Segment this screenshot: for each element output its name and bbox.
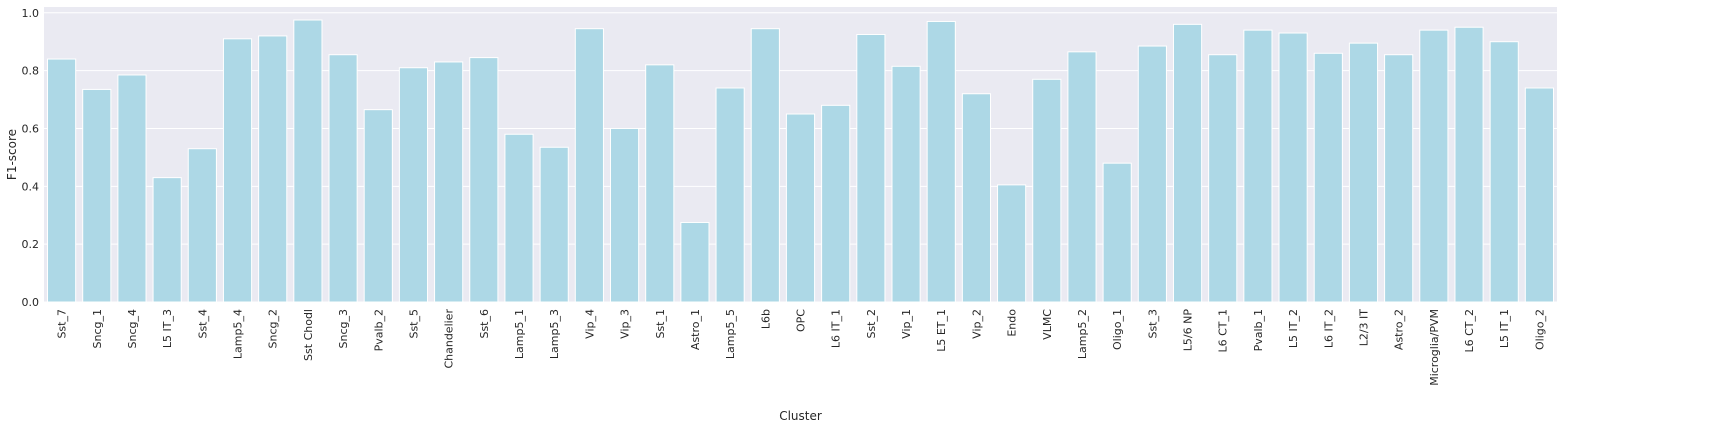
bar	[1208, 54, 1238, 303]
x-tick-label: Sst Chodl	[302, 309, 315, 361]
bar	[926, 20, 956, 303]
bar	[469, 57, 499, 303]
y-tick-label: 0.6	[22, 122, 40, 135]
bar	[434, 61, 464, 303]
x-tick-label: Oligo_1	[1111, 309, 1124, 350]
x-tick-label: L6b	[759, 309, 772, 329]
bar	[504, 133, 534, 303]
x-tick-label: Lamp5_4	[232, 309, 245, 359]
x-tick-label: L5 IT_2	[1287, 309, 1300, 348]
x-tick-label: Vip_3	[619, 309, 632, 339]
bar	[821, 104, 851, 303]
bar	[1243, 29, 1273, 303]
y-axis-label: F1-score	[5, 129, 19, 180]
x-tick-label: Sst_7	[56, 309, 69, 339]
bar	[1489, 41, 1519, 303]
x-tick-label: L6 IT_1	[830, 309, 843, 348]
bar	[1278, 32, 1308, 303]
bar	[117, 74, 147, 303]
x-tick-label: L6 CT_2	[1463, 309, 1476, 353]
x-tick-label: L5 IT_1	[1498, 309, 1511, 348]
y-tick-label: 1.0	[22, 7, 40, 20]
bar	[1172, 23, 1203, 303]
y-tick-label: 0.2	[22, 238, 40, 251]
x-tick-label: Pvalb_2	[372, 309, 385, 351]
bar	[258, 35, 288, 303]
x-tick-label: L5 ET_1	[935, 309, 948, 352]
x-axis-label: Cluster	[779, 409, 822, 423]
bar	[1032, 78, 1062, 303]
x-tick-label: Vip_1	[900, 309, 913, 339]
bar	[997, 184, 1027, 303]
bar	[645, 64, 675, 303]
x-tick-label: L6 IT_2	[1322, 309, 1335, 348]
bar	[152, 177, 182, 303]
bar	[47, 58, 77, 303]
bar	[1524, 87, 1554, 303]
x-tick-label: L5/6 NP	[1182, 309, 1195, 352]
x-tick-label: Sst_6	[478, 309, 491, 339]
bar	[1102, 162, 1132, 303]
bar	[1313, 52, 1343, 303]
bar	[328, 54, 358, 303]
x-tick-label: Endo	[1006, 309, 1019, 337]
x-tick-label: Microglia/PVM	[1428, 309, 1441, 386]
x-tick-label: Vip_4	[583, 309, 596, 339]
x-tick-label: Sst_2	[865, 309, 878, 339]
x-tick-label: Sncg_3	[337, 309, 350, 348]
bar	[363, 109, 393, 303]
x-tick-label: Lamp5_1	[513, 309, 526, 359]
x-tick-label: Sncg_2	[267, 309, 280, 348]
y-tick-label: 0.0	[22, 296, 40, 309]
x-tick-label: Astro_2	[1393, 309, 1406, 350]
x-tick-label: Sst_3	[1146, 309, 1159, 339]
bar	[680, 221, 710, 303]
bar	[1419, 29, 1449, 303]
x-tick-label: VLMC	[1041, 309, 1054, 340]
bar	[187, 148, 217, 303]
x-tick-label: Sst_1	[654, 309, 667, 339]
x-tick-label: Oligo_2	[1533, 309, 1546, 350]
bar	[891, 65, 921, 303]
x-tick-label: Pvalb_1	[1252, 309, 1265, 351]
y-tick-labels: 0.0 0.2 0.4 0.6 0.8 1.0	[22, 7, 40, 309]
bar	[609, 127, 640, 303]
x-tick-label: Sncg_1	[91, 309, 104, 348]
x-tick-label: Chandelier	[443, 309, 456, 369]
x-tick-label: Sst_5	[407, 309, 420, 339]
bars	[47, 19, 1554, 303]
bar	[1384, 54, 1414, 303]
x-tick-label: Lamp5_2	[1076, 309, 1089, 359]
bar	[398, 67, 429, 303]
bar	[961, 93, 992, 303]
x-tick-label: Sncg_4	[126, 309, 139, 348]
x-tick-label: Lamp5_3	[548, 309, 561, 359]
x-tick-label: Lamp5_5	[724, 309, 737, 359]
x-tick-label: Astro_1	[689, 309, 702, 350]
bar	[1348, 42, 1379, 303]
x-tick-label: L2/3 IT	[1357, 309, 1370, 347]
y-tick-label: 0.4	[22, 180, 40, 193]
bar	[1067, 51, 1097, 303]
x-tick-label: OPC	[795, 309, 808, 332]
x-tick-label: Vip_2	[970, 309, 983, 339]
bar	[82, 88, 112, 303]
x-tick-label: L6 CT_1	[1217, 309, 1230, 353]
x-tick-labels: Sst_7 Sncg_1 Sncg_4 L5 IT_3 Sst_4 Lamp5_4 Sncg…	[56, 309, 1547, 386]
bar	[539, 146, 569, 303]
y-tick-label: 0.8	[22, 65, 40, 78]
bar	[750, 28, 780, 303]
bar	[715, 87, 745, 303]
bar	[222, 38, 253, 303]
x-tick-label: Sst_4	[196, 309, 209, 339]
bar	[1454, 26, 1484, 303]
x-tick-label: L5 IT_3	[161, 309, 174, 348]
bar	[856, 33, 886, 303]
bar	[1137, 45, 1167, 303]
bar	[574, 28, 604, 303]
bar	[293, 19, 323, 303]
bar	[785, 113, 816, 303]
